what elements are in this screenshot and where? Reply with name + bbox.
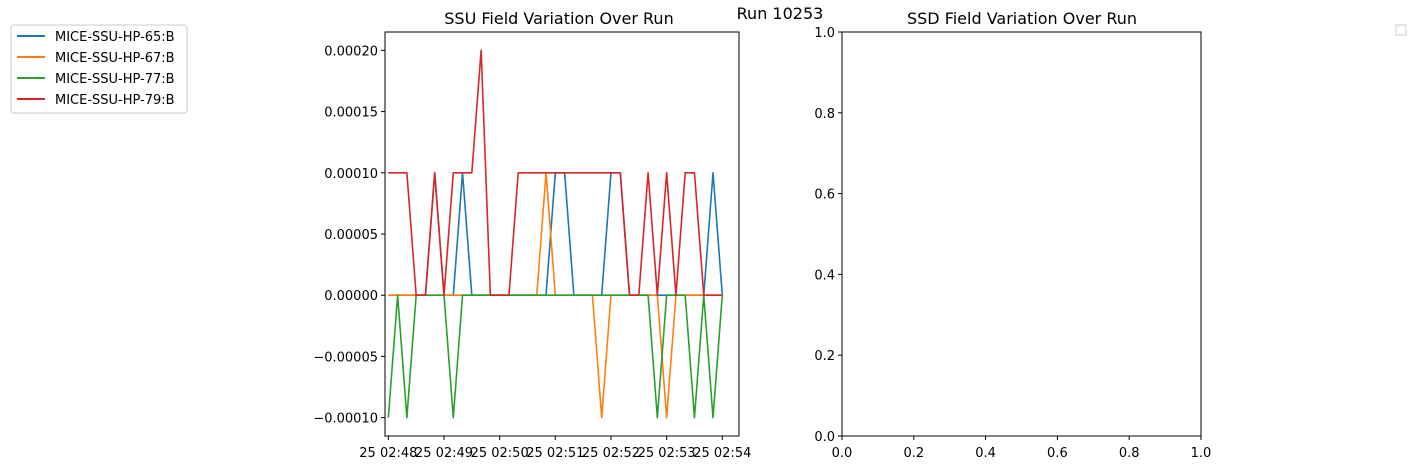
ssu-y-ticks: −0.00010 −0.00005 0.00000 0.00005 0.00010 0.0…: [313, 44, 385, 427]
series-line: [388, 171, 724, 297]
y-tick-label: 0.00010: [324, 167, 378, 182]
ssd-axes-frame: [841, 31, 1202, 437]
x-tick-label: 0.4: [975, 446, 996, 461]
legend-label: MICE-SSU-HP-65:B: [55, 30, 175, 45]
y-tick-label: 0.00005: [324, 228, 378, 243]
empty-legend-box: [1395, 24, 1407, 36]
ssu-series-lines: [387, 49, 724, 419]
legend-label: MICE-SSU-HP-79:B: [55, 93, 175, 108]
y-tick-label: −0.00005: [313, 350, 378, 365]
y-tick-label: 0.00015: [324, 106, 378, 121]
x-tick-label: 0.2: [903, 446, 924, 461]
x-tick-label: 0.8: [1119, 446, 1140, 461]
x-tick-label: 0.0: [832, 446, 853, 461]
ssd-y-ticks: 0.0 0.2 0.4 0.6 0.8 1.0: [814, 26, 842, 445]
ssd-chart-title: SSD Field Variation Over Run: [907, 9, 1137, 28]
x-tick-label: 1.0: [1191, 446, 1212, 461]
ssd-x-ticks: 0.0 0.2 0.4 0.6 0.8 1.0: [832, 436, 1212, 461]
x-tick-label: 25 02:53: [638, 446, 696, 461]
figure-suptitle: Run 10253: [737, 4, 824, 23]
series-line: [387, 294, 724, 419]
ssu-chart: SSU Field Variation Over Run −0.00010−0.…: [313, 9, 751, 461]
x-tick-label: 25 02:52: [582, 446, 640, 461]
y-tick-label: 0.0: [814, 430, 835, 445]
y-tick-label: 1.0: [814, 26, 835, 41]
series-line: [388, 49, 723, 297]
x-tick-label: 25 02:48: [359, 446, 417, 461]
y-tick-label: 0.4: [814, 268, 835, 283]
y-tick-label: 0.00020: [324, 44, 378, 59]
y-tick-label: 0.6: [814, 188, 835, 203]
x-tick-label: 25 02:49: [415, 446, 473, 461]
ssu-chart-title: SSU Field Variation Over Run: [444, 9, 673, 28]
y-tick-label: 0.00000: [324, 289, 378, 304]
legend: MICE-SSU-HP-65:B MICE-SSU-HP-67:B MICE-SSU…: [10, 24, 188, 114]
ssd-chart: SSD Field Variation Over Run 0.00.20.40.…: [814, 9, 1211, 461]
ssu-axes-frame: [384, 31, 740, 437]
x-tick-label: 0.6: [1047, 446, 1068, 461]
y-tick-label: 0.2: [814, 349, 835, 364]
x-tick-label: 25 02:54: [693, 446, 751, 461]
legend-frame: [10, 24, 188, 114]
legend-label: MICE-SSU-HP-77:B: [55, 72, 175, 87]
x-tick-label: 25 02:51: [526, 446, 584, 461]
legend-label: MICE-SSU-HP-67:B: [55, 51, 175, 66]
x-tick-label: 25 02:50: [471, 446, 529, 461]
y-tick-label: 0.8: [814, 107, 835, 122]
y-tick-label: −0.00010: [313, 412, 378, 427]
